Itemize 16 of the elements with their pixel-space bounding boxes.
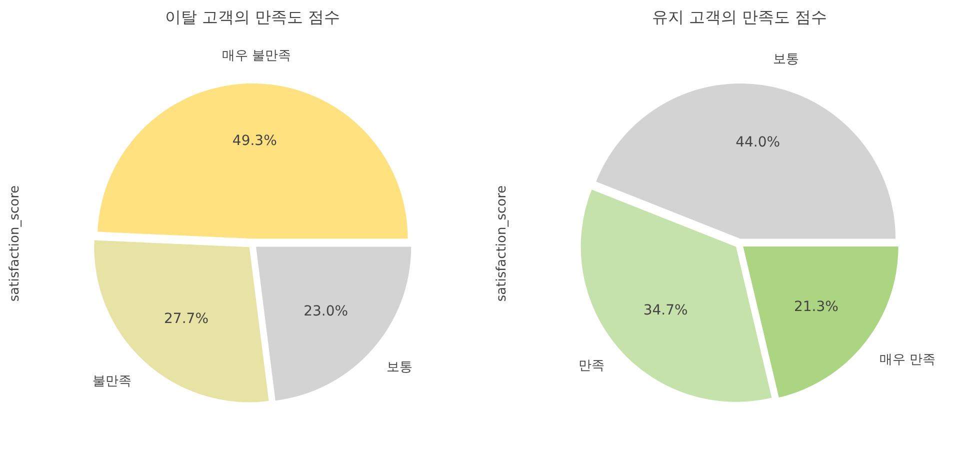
- data-label: 21.3%: [794, 299, 838, 316]
- data-label: 23.0%: [304, 303, 348, 320]
- slice-label: 보통: [772, 52, 799, 67]
- data-label: 44.0%: [736, 134, 780, 151]
- slice-label: 매우 불만족: [222, 48, 291, 64]
- chart-title: 이탈 고객의 만족도 점수: [164, 8, 340, 26]
- data-label: 27.7%: [164, 311, 208, 328]
- data-label: 49.3%: [232, 132, 277, 149]
- text: satisfaction_score: [8, 185, 22, 302]
- chart-title: 유지 고객의 만족도 점수: [652, 8, 828, 26]
- text: satisfaction_score: [494, 185, 510, 302]
- slice-label: 만족: [578, 358, 605, 374]
- data-label: 34.7%: [643, 302, 688, 319]
- slice-label: 보통: [386, 360, 412, 376]
- slice-label: 매우 만족: [879, 352, 936, 368]
- slice-label: 불만족: [92, 374, 132, 389]
